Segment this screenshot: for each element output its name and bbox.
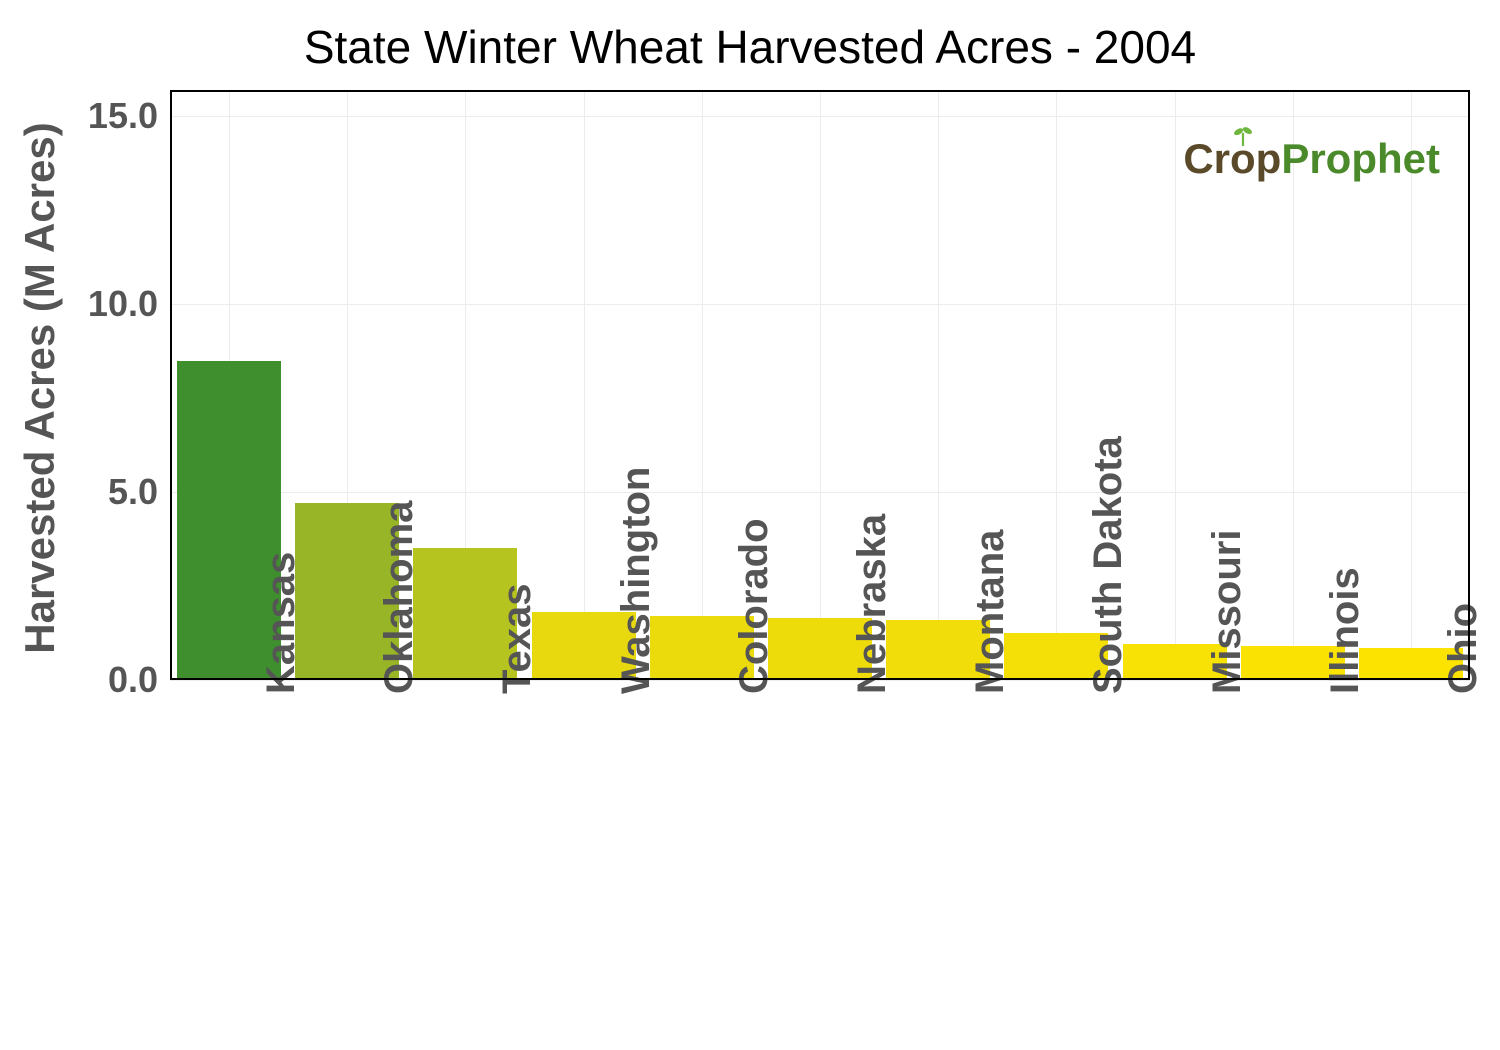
y-tick-label: 5.0 (108, 471, 170, 513)
y-tick-label: 0.0 (108, 659, 170, 701)
chart-title: State Winter Wheat Harvested Acres - 200… (0, 20, 1500, 74)
sprout-icon (1232, 124, 1254, 146)
y-tick-label: 15.0 (88, 95, 170, 137)
logo-text-prophet: Prophet (1281, 135, 1440, 183)
chart-container: State Winter Wheat Harvested Acres - 200… (0, 0, 1500, 1050)
logo-text-p: p (1256, 135, 1282, 183)
y-axis-label: Harvested Acres (M Acres) (16, 93, 64, 683)
gridline-v (1175, 90, 1176, 680)
gridline-v (820, 90, 821, 680)
y-tick-label: 10.0 (88, 283, 170, 325)
gridline-v (1056, 90, 1057, 680)
logo-text-o: o (1230, 135, 1256, 183)
cropprophet-logo: CropProphet (1183, 135, 1440, 183)
gridline-v (584, 90, 585, 680)
logo-text-cr: Cr (1183, 135, 1230, 183)
gridline-v (938, 90, 939, 680)
gridline-v (702, 90, 703, 680)
x-tick-label: Ohio (1429, 603, 1486, 694)
